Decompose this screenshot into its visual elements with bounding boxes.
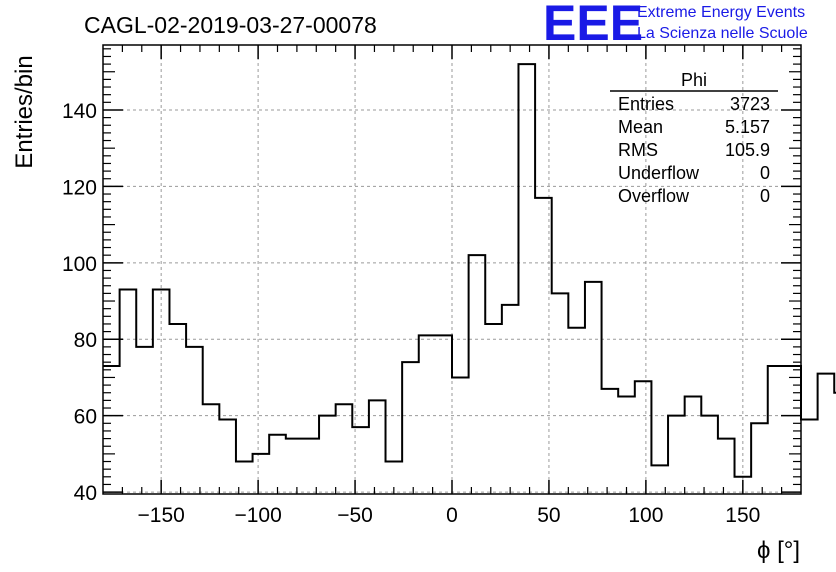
histogram-bin [302,439,319,494]
histogram-bin [718,439,735,494]
histogram-bin [369,400,386,494]
stats-box-title: Phi [681,70,707,90]
histogram-bin [585,282,602,494]
histogram-bin [186,347,203,494]
stats-row-value: 0 [760,186,770,206]
histogram-bin [169,324,186,494]
histogram-bin [502,305,519,494]
y-axis-label: Entries/bin [11,55,38,168]
histogram-bin [153,290,170,494]
x-tick-label: −50 [337,504,373,527]
stats-box: Phi Entries 3723 Mean 5.157 RMS 105.9 Underflo… [610,70,778,206]
histogram-bin [419,335,436,494]
histogram-bin [336,404,353,494]
x-tick-labels: −150 −100 −50 0 50 100 150 [138,504,761,527]
stats-row-label: Overflow [618,186,690,206]
stats-box-rows: Entries 3723 Mean 5.157 RMS 105.9 Underflow 0 Ov… [618,94,770,206]
stats-row-label: Underflow [618,163,700,183]
histogram-bin [319,416,336,494]
stats-row-value: 5.157 [725,117,770,137]
histogram-bin [253,454,270,494]
stats-row-value: 105.9 [725,140,770,160]
y-tick-label: 60 [74,406,97,429]
x-tick-label: 0 [446,504,458,527]
y-tick-label: 40 [74,482,97,505]
histogram-bin [635,381,652,494]
histogram-bin [452,377,469,494]
stats-row-label: RMS [618,140,658,160]
histogram-bin [269,435,286,494]
histogram-bin [768,366,785,494]
y-tick-labels: 40 60 80 100 120 140 [62,100,97,505]
histogram-bin [568,328,585,494]
histogram-bin [552,293,569,494]
histogram-bin [535,198,552,494]
stats-row-label: Entries [618,94,674,114]
histogram-bin [120,290,137,494]
histogram-bin [701,416,718,494]
x-tick-label: −100 [234,504,281,527]
histogram-bin [435,335,452,494]
y-tick-label: 100 [62,253,97,276]
histogram-bin [203,404,220,494]
y-tick-label: 120 [62,176,97,199]
eee-logo: EEE Extreme Energy Events La Scienza nel… [543,0,808,51]
x-tick-label: 100 [628,504,663,527]
logo-line-1: Extreme Energy Events [637,4,805,21]
logo-line-2: La Scienza nelle Scuole [637,25,808,42]
histogram-bin [801,419,818,494]
chart-title: CAGL-02-2019-03-27-00078 [84,12,377,38]
histogram-bin [818,374,835,494]
histogram-bin [518,64,535,494]
stats-row-label: Mean [618,117,663,137]
histogram-bin [402,362,419,494]
axis-ticks [103,45,801,494]
histogram-bin [485,324,502,494]
histogram-bin [469,255,486,494]
histogram-bin [136,347,153,494]
histogram-bin [668,416,685,494]
histogram-bin [286,439,303,494]
logo-mark: EEE [543,0,643,51]
y-tick-label: 140 [62,100,97,123]
x-tick-label: 50 [537,504,560,527]
histogram-bin [618,397,635,494]
histogram-bin [685,397,702,494]
x-tick-label: 150 [725,504,760,527]
histogram-bin [602,389,619,494]
stats-row-value: 3723 [730,94,770,114]
stats-row-value: 0 [760,163,770,183]
x-axis-label: ϕ [°] [757,537,800,564]
histogram-bin [751,423,768,494]
histogram-bin [219,419,236,494]
x-tick-label: −150 [138,504,185,527]
y-tick-label: 80 [74,329,97,352]
